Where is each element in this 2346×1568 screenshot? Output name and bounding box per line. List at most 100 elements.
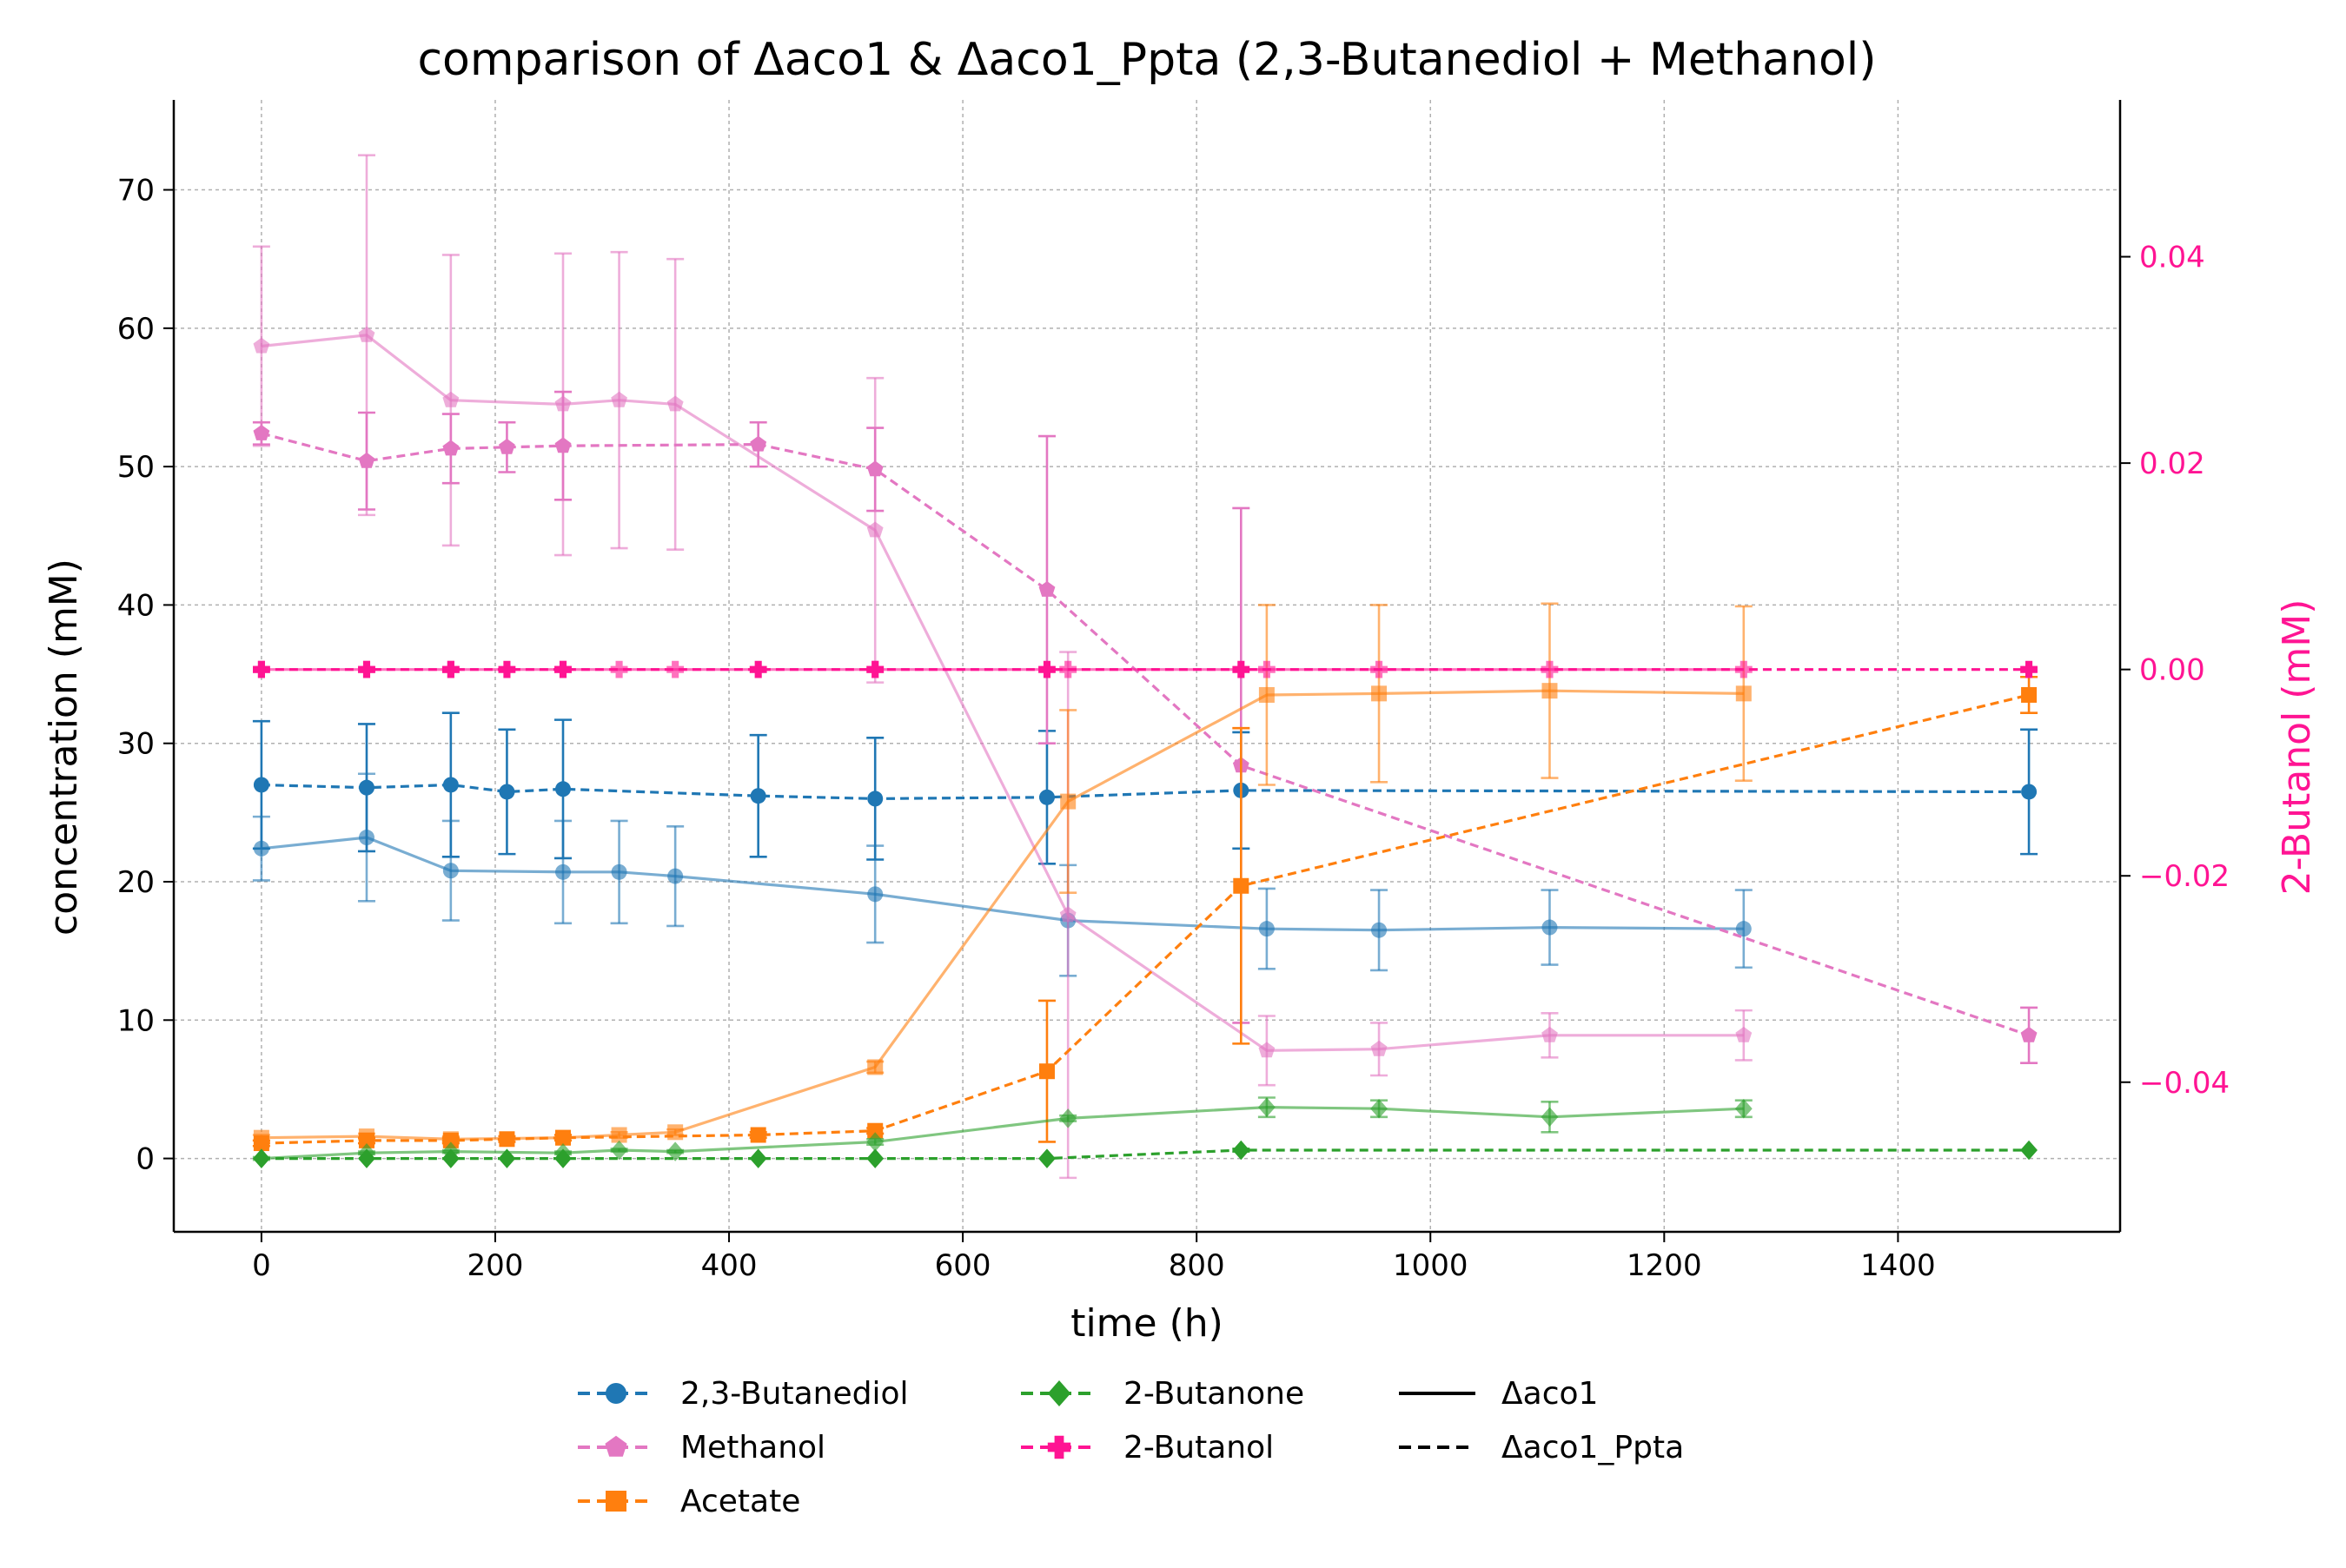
data-point	[554, 437, 572, 453]
data-point	[1257, 1097, 1276, 1117]
data-point	[606, 1491, 626, 1512]
y-tick-label: 70	[117, 174, 155, 208]
chart-title: comparison of Δaco1 & Δaco1_Ppta (2,3-Bu…	[417, 34, 1876, 86]
legend-item-acetate: Acetate	[578, 1484, 800, 1519]
data-point	[866, 660, 885, 678]
data-point	[358, 779, 374, 796]
series-layer	[252, 154, 2038, 1180]
data-point	[253, 425, 270, 440]
data-point	[442, 863, 459, 879]
y2-tick-label: 0.00	[2139, 653, 2205, 688]
legend-label: 2-Butanone	[1123, 1376, 1304, 1412]
data-point	[1370, 1040, 1388, 1056]
legend-item-butanol: 2-Butanol	[1021, 1430, 1274, 1465]
legend-item-aco1_Ppta: Δaco1_Ppta	[1399, 1430, 1684, 1465]
data-point	[611, 391, 627, 407]
data-point	[1038, 660, 1056, 678]
series-line	[261, 1148, 2030, 1161]
data-point	[358, 326, 375, 342]
legend-item-aco1: Δaco1	[1399, 1376, 1598, 1412]
data-point	[1541, 660, 1559, 678]
data-point	[499, 1131, 515, 1148]
data-point	[442, 777, 459, 793]
legend-label: Methanol	[680, 1430, 825, 1465]
series-line	[261, 432, 2030, 1037]
data-point	[1541, 919, 1558, 936]
x-tick-label: 400	[701, 1248, 758, 1283]
series-butanone-aco1_Ppta	[253, 1140, 2038, 1168]
data-point	[750, 435, 767, 452]
data-point	[554, 1148, 572, 1168]
series-acetate-aco1_Ppta	[252, 675, 2038, 1152]
data-point	[1258, 686, 1275, 703]
data-point	[1734, 1098, 1753, 1119]
x-axis-label: time (h)	[1070, 1301, 1223, 1346]
data-point	[1371, 685, 1388, 702]
data-point	[2020, 660, 2038, 678]
data-point	[1233, 877, 1249, 894]
y-tick-label: 20	[117, 865, 155, 900]
data-point	[253, 337, 270, 354]
data-point	[867, 791, 884, 807]
data-point	[866, 460, 884, 477]
data-point	[1735, 1026, 1753, 1042]
data-point	[749, 660, 767, 678]
data-point	[1258, 921, 1275, 937]
data-point	[1047, 1435, 1071, 1459]
series-line	[261, 689, 1744, 1141]
data-point	[1541, 1026, 1558, 1042]
axes: 0 200 400 600 800 1000 1200 1400 0 10 20 30 40 50 60 70…	[117, 100, 2230, 1283]
data-point	[666, 395, 684, 412]
data-point	[1038, 581, 1056, 597]
data-point	[554, 660, 572, 678]
data-point	[1059, 906, 1077, 923]
data-point	[2021, 686, 2038, 703]
x-tick-label: 1200	[1627, 1248, 1702, 1283]
data-point	[555, 781, 571, 797]
grid	[174, 100, 2120, 1232]
series-line	[261, 1105, 1744, 1161]
y-tick-label: 10	[117, 1003, 155, 1038]
data-point	[253, 1148, 270, 1168]
data-point	[1038, 789, 1055, 805]
data-point	[358, 452, 375, 468]
data-point	[441, 660, 460, 678]
legend-item-butanone: 2-Butanone	[1021, 1376, 1304, 1412]
data-point	[1038, 1148, 1056, 1168]
data-point	[441, 1148, 460, 1168]
data-point	[2020, 1026, 2038, 1042]
data-point	[750, 788, 766, 804]
data-point	[666, 660, 685, 678]
legend-item-butanediol: 2,3-Butanediol	[578, 1376, 909, 1412]
y-tick-label: 30	[117, 727, 155, 762]
data-point	[667, 1124, 684, 1141]
data-point	[610, 1140, 628, 1161]
legend-label: Δaco1	[1501, 1376, 1598, 1412]
y-tick-label: 60	[117, 312, 155, 347]
y2-tick-label: 0.02	[2139, 447, 2205, 481]
data-point	[358, 1132, 374, 1148]
data-point	[442, 440, 460, 456]
data-point	[866, 1148, 885, 1168]
data-point	[1735, 685, 1752, 702]
data-point	[1370, 1098, 1388, 1119]
data-point	[253, 660, 270, 678]
y2-axis-label: 2-Butanol (mM)	[2275, 599, 2319, 896]
x-tick-label: 1000	[1393, 1248, 1468, 1283]
y2-tick-label: −0.04	[2139, 1066, 2230, 1101]
legend-label: 2-Butanol	[1123, 1430, 1274, 1465]
data-point	[253, 1135, 269, 1152]
data-point	[1258, 1042, 1276, 1058]
data-point	[605, 1435, 627, 1457]
data-point	[442, 1132, 459, 1148]
data-point	[611, 863, 627, 880]
legend-label: 2,3-Butanediol	[680, 1376, 909, 1412]
series-line	[261, 836, 1744, 932]
data-point	[442, 391, 460, 407]
series-methanol-aco1_Ppta	[252, 390, 2038, 1064]
data-point	[667, 868, 684, 884]
data-point	[253, 777, 269, 793]
data-point	[867, 886, 884, 903]
y2-tick-label: 0.04	[2139, 241, 2205, 275]
